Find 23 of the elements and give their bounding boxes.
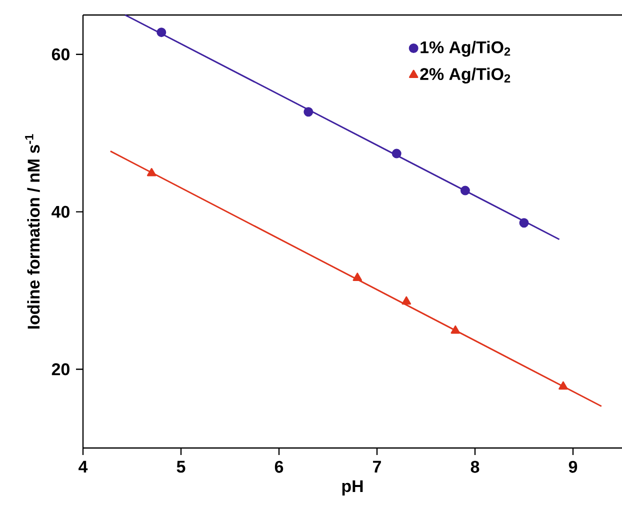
- x-axis-title: pH: [342, 480, 363, 496]
- point: [402, 296, 412, 305]
- legend-label: 1% Ag/TiO$_{2}$: [420, 40, 510, 57]
- point: [156, 28, 166, 38]
- x-tick-label: 8: [470, 460, 480, 473]
- point: [460, 186, 470, 196]
- y-tick-label: 20: [52, 363, 70, 376]
- x-tick-label: 7: [373, 460, 381, 472]
- point: [304, 107, 314, 117]
- point: [146, 168, 156, 176]
- point: [558, 381, 568, 390]
- y-tick-label: 40: [52, 206, 70, 218]
- x-tick-label: 5: [176, 460, 186, 473]
- point: [450, 325, 460, 334]
- x-tick-label: 9: [568, 460, 578, 473]
- x-tick-label: 4: [78, 460, 88, 472]
- point: [392, 148, 402, 158]
- legend-label: 2% Ag/TiO$_{2}$: [420, 68, 510, 84]
- point: [519, 218, 529, 228]
- x-tick-label: 6: [274, 460, 284, 473]
- y-axis-title: Iodine formation / nM s$^{-1}$: [25, 134, 40, 329]
- point: [352, 272, 362, 281]
- y-tick-label: 60: [52, 48, 70, 60]
